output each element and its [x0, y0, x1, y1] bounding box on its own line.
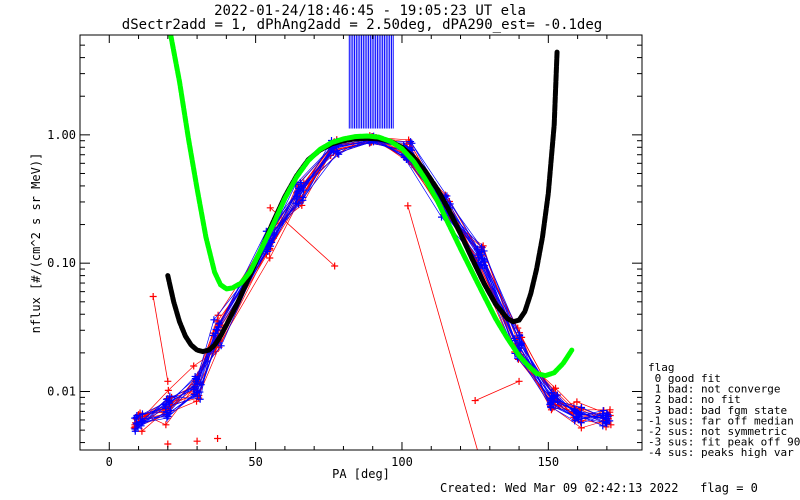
red-point	[607, 421, 615, 429]
red-point	[149, 292, 157, 300]
blue-point	[131, 414, 139, 422]
legend-title: flag	[648, 361, 675, 374]
blue-point	[575, 409, 583, 417]
y-tick-label: 1.00	[47, 128, 76, 142]
red-outlier-line	[270, 207, 335, 267]
red-outlier-3	[404, 202, 478, 450]
legend-entry: 2 bad: no fit	[648, 393, 741, 406]
blue-point	[599, 422, 607, 430]
plot-area	[130, 35, 615, 450]
footer-flag: flag = 0	[700, 481, 758, 495]
red-outlier-1	[471, 377, 523, 405]
red-point	[164, 377, 172, 385]
blue-point	[443, 192, 451, 200]
blue-point	[299, 186, 307, 194]
blue-point	[572, 414, 580, 422]
blue-point	[134, 421, 142, 429]
x-tick-label: 100	[391, 455, 413, 469]
blue-point	[599, 412, 607, 420]
blue-point	[299, 193, 307, 201]
blue-point	[162, 411, 170, 419]
red-point	[515, 377, 523, 385]
blue-point	[166, 392, 174, 400]
legend-entry: 1 bad: not converge	[648, 383, 780, 396]
red-point	[162, 421, 170, 429]
red-outlier-2	[266, 204, 339, 270]
red-point	[190, 362, 198, 370]
blue-point	[604, 411, 612, 419]
legend-entry: -3 sus: fit peak off 90	[648, 436, 800, 449]
red-point	[266, 204, 274, 212]
blue-point	[210, 316, 218, 324]
chart-subtitle: dSectr2add = 1, dPhAng2add = 2.50deg, dP…	[122, 17, 602, 33]
blue-point	[599, 410, 607, 418]
red-point	[138, 427, 146, 435]
blue-point	[335, 150, 343, 158]
blue-point	[214, 326, 222, 334]
red-point	[331, 262, 339, 270]
plot-frame	[79, 34, 643, 451]
red-outlier-line	[407, 205, 478, 450]
red-low-marker	[193, 437, 201, 445]
legend-entry: 0 good fit	[648, 372, 721, 385]
red-point	[164, 386, 172, 394]
red-point	[404, 202, 412, 210]
legend: flag 0 good fit 1 bad: not converge 2 ba…	[648, 361, 800, 459]
red-point	[266, 254, 274, 262]
blue-point	[407, 138, 415, 146]
blue-point	[547, 399, 555, 407]
red-outlier-line	[152, 296, 169, 382]
blue-point	[267, 242, 275, 250]
blue-point	[479, 255, 487, 263]
red-low-marker	[214, 435, 222, 443]
chart-title: 2022-01-24/18:46:45 - 19:05:23 UT ela	[214, 3, 526, 19]
green-fit-curve	[168, 35, 575, 379]
footer: Created: Wed Mar 09 02:42:13 2022 flag =…	[440, 481, 758, 495]
blue-point	[578, 404, 586, 412]
red-point	[214, 311, 222, 319]
saturated-stripes	[348, 35, 394, 129]
legend-entry: -4 sus: peaks high var	[648, 446, 794, 459]
blue-point	[602, 415, 610, 423]
x-tick-label: 150	[537, 455, 559, 469]
blue-point	[548, 395, 556, 403]
blue-point	[474, 251, 482, 259]
red-outlier-0	[149, 292, 172, 385]
blue-point	[131, 425, 139, 433]
blue-point	[193, 380, 201, 388]
red-point	[573, 398, 581, 406]
x-tick-label: 0	[106, 455, 113, 469]
red-outlier-line	[475, 380, 520, 401]
red-point	[471, 397, 479, 405]
y-axis-label: nflux [#/(cm^2 s sr MeV)]	[29, 153, 43, 334]
legend-entry: -1 sus: far off median	[648, 414, 794, 427]
y-tick-label: 0.10	[47, 256, 76, 270]
blue-point	[480, 247, 488, 255]
y-tick-label: 0.01	[47, 384, 76, 398]
blue-point	[189, 385, 197, 393]
x-axis-label: PA [deg]	[332, 467, 390, 481]
blue-point	[511, 334, 519, 342]
x-tick-label: 50	[248, 455, 262, 469]
legend-entry: -2 sus: not symmetric	[648, 425, 787, 438]
red-point	[298, 201, 306, 209]
footer-created: Created: Wed Mar 09 02:42:13 2022	[440, 481, 679, 495]
blue-point	[518, 339, 526, 347]
blue-point	[196, 388, 204, 396]
blue-point	[162, 402, 170, 410]
blue-point	[294, 188, 302, 196]
blue-point	[296, 178, 304, 186]
legend-entry: 3 bad: bad fgm state	[648, 404, 787, 417]
axes: 0 50 100 150 0.01 0.10 1.00	[47, 34, 642, 469]
blue-point	[577, 419, 585, 427]
